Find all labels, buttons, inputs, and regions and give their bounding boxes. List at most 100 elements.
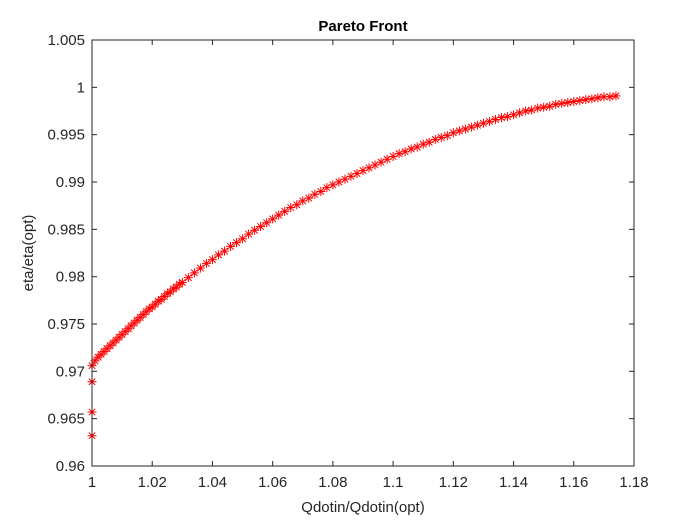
data-point (177, 277, 187, 287)
x-tick-label: 1.1 (383, 474, 404, 491)
data-point (364, 163, 374, 173)
x-tick-label: 1.02 (138, 474, 167, 491)
y-tick-label: 0.975 (47, 316, 85, 333)
data-point (412, 142, 422, 152)
data-point (316, 186, 326, 196)
data-point (226, 241, 236, 251)
data-point (370, 160, 380, 170)
x-tick-label: 1.08 (318, 474, 347, 491)
x-tick-label: 1.06 (258, 474, 287, 491)
data-point (183, 273, 193, 283)
axes (91, 39, 635, 467)
data-point (268, 214, 278, 224)
x-tick-label: 1.14 (499, 474, 528, 491)
data-point (575, 96, 585, 106)
data-point (454, 126, 464, 136)
data-point (490, 115, 500, 125)
data-point (605, 92, 615, 102)
data-point (352, 168, 362, 178)
data-point (587, 94, 597, 104)
data-point (195, 263, 205, 273)
data-point (430, 134, 440, 144)
data-point (394, 149, 404, 159)
data-point (207, 255, 217, 265)
data-point (503, 112, 513, 122)
x-tick-label: 1.04 (198, 474, 227, 491)
data-point (292, 200, 302, 210)
data-point (280, 206, 290, 216)
data-point (442, 131, 452, 141)
data-point (250, 225, 260, 235)
x-tick-label: 1.16 (559, 474, 588, 491)
y-tick-label: 0.97 (56, 363, 85, 380)
data-point (497, 113, 507, 123)
y-axis-label: eta/eta(opt) (20, 215, 37, 292)
y-ticks: 0.96 0.965 0.97 0.975 0.98 0.985 0.99 0.995 1 1.0… (47, 32, 634, 475)
data-point (334, 177, 344, 187)
y-tick-label: 1.005 (47, 32, 85, 49)
data-point (382, 154, 392, 164)
data-point (201, 258, 211, 268)
data-point (484, 116, 494, 126)
y-tick-label: 0.965 (47, 411, 85, 428)
data-point (168, 284, 178, 294)
data-point (557, 98, 567, 108)
data-point (310, 189, 320, 199)
chart-title: Pareto Front (318, 18, 407, 35)
data-point (611, 91, 621, 101)
y-tick-label: 0.96 (56, 458, 85, 475)
data-point (298, 196, 308, 206)
data-point (533, 103, 543, 113)
data-point (322, 183, 332, 193)
x-axis-label: Qdotin/Qdotin(opt) (301, 499, 424, 516)
data-point (436, 133, 446, 143)
data-point (527, 105, 537, 115)
data-point (376, 157, 386, 167)
data-point (388, 151, 398, 161)
data-point (569, 97, 579, 107)
data-point (424, 137, 434, 147)
data-point (448, 128, 458, 138)
y-tick-label: 0.99 (56, 174, 85, 191)
data-point (406, 144, 416, 154)
data-point (340, 174, 350, 184)
data-point (256, 221, 266, 231)
data-point (174, 279, 184, 289)
data-point (90, 356, 100, 366)
data-point (244, 229, 254, 239)
data-point (304, 193, 314, 203)
data-point (400, 147, 410, 157)
data-point (286, 203, 296, 213)
data-point (238, 234, 248, 244)
data-point (460, 124, 470, 134)
data-point (144, 304, 154, 314)
data-point (219, 246, 229, 256)
data-point (189, 268, 199, 278)
data-point (563, 97, 573, 107)
data-point (232, 238, 242, 248)
data-point (581, 95, 591, 105)
data-point (509, 110, 519, 120)
y-tick-label: 0.995 (47, 127, 85, 144)
data-point (515, 108, 525, 118)
y-tick-label: 1 (77, 79, 85, 96)
data-point (478, 118, 488, 128)
data-point (262, 218, 272, 228)
data-point (162, 289, 172, 299)
data-point (545, 101, 555, 111)
data-point (599, 92, 609, 102)
data-point (466, 122, 476, 132)
data-point (593, 93, 603, 103)
data-point (153, 296, 163, 306)
y-tick-label: 0.98 (56, 269, 85, 286)
data-point (274, 210, 284, 220)
x-ticks: 1 1.02 1.04 1.06 1.08 1.1 1.12 1.14 1.16 1.18 (88, 40, 649, 491)
data-point (551, 99, 561, 109)
y-tick-label: 0.985 (47, 221, 85, 238)
data-point (346, 171, 356, 181)
x-tick-label: 1 (88, 474, 96, 491)
data-point (472, 120, 482, 130)
marker-layer (87, 91, 621, 441)
